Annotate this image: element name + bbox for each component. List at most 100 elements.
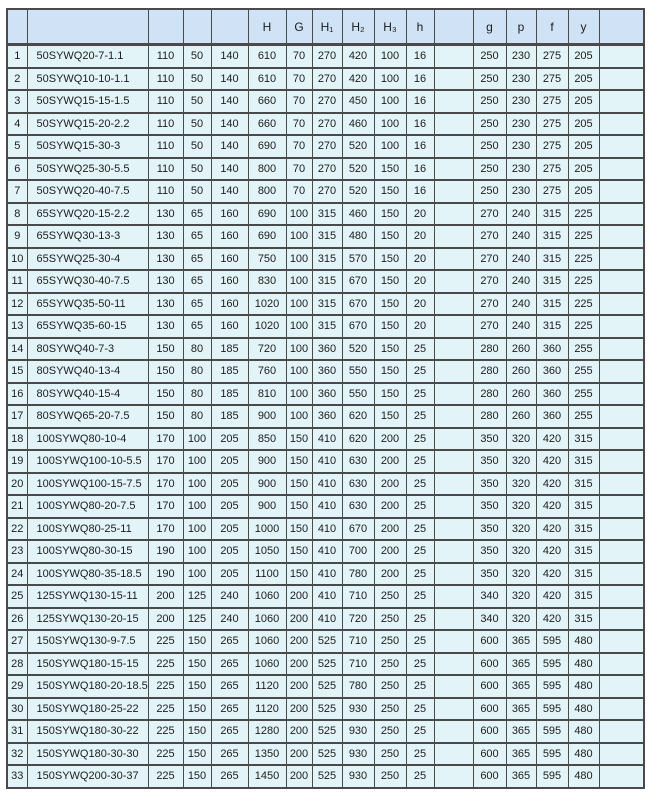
table-cell: 520: [341, 336, 375, 361]
table-cell: 150: [373, 179, 407, 204]
table-cell: 255: [567, 359, 600, 384]
table-cell: 100: [182, 539, 212, 564]
table-cell: [598, 494, 645, 519]
header-row: H G H₁ H₂ H₃ h g p f y: [6, 8, 645, 46]
table-cell: 150: [373, 381, 407, 406]
table-cell: 360: [535, 404, 569, 429]
table-cell: 130: [147, 314, 184, 339]
model-cell: 80SYWQ65-20-7.5: [26, 404, 149, 429]
table-cell: [433, 651, 474, 676]
model-cell: 150SYWQ180-30-22: [26, 719, 149, 744]
table-cell: 25: [405, 359, 435, 384]
model-cell: 80SYWQ40-7-3: [26, 336, 149, 361]
table-row: 28 150SYWQ180-15-15 225 150 265 1060 200 525 710…: [6, 651, 645, 676]
table-cell: 1350: [247, 741, 287, 766]
table-cell: 420: [535, 561, 569, 586]
table-cell: 25: [405, 696, 435, 721]
table-cell: 100: [182, 426, 212, 451]
table-cell: 265: [210, 629, 249, 654]
table-cell: 1280: [247, 719, 287, 744]
table-body: 1 50SYWQ20-7-1.1 110 50 140 610 70 270 420 100 16 2…: [6, 43, 645, 789]
table-cell: 600: [472, 719, 507, 744]
table-cell: 185: [210, 336, 249, 361]
table-cell: 315: [567, 539, 600, 564]
table-cell: 265: [210, 719, 249, 744]
table-cell: 250: [373, 741, 407, 766]
model-cell: 80SYWQ40-13-4: [26, 359, 149, 384]
row-index-cell: 25: [6, 584, 28, 609]
table-cell: 150: [147, 359, 184, 384]
table-cell: 315: [567, 516, 600, 541]
table-cell: 20: [405, 224, 435, 249]
model-cell: 100SYWQ80-35-18.5: [26, 561, 149, 586]
table-cell: 360: [311, 336, 343, 361]
table-cell: 550: [341, 381, 375, 406]
table-cell: 525: [311, 719, 343, 744]
table-cell: 190: [147, 539, 184, 564]
table-cell: 270: [472, 224, 507, 249]
table-cell: 250: [373, 651, 407, 676]
table-cell: 420: [535, 516, 569, 541]
table-cell: 200: [373, 426, 407, 451]
model-cell: 65SYWQ30-13-3: [26, 224, 149, 249]
table-cell: 275: [535, 134, 569, 159]
table-cell: 480: [567, 696, 600, 721]
table-cell: 780: [341, 561, 375, 586]
table-cell: 100: [285, 246, 313, 271]
table-cell: 240: [210, 584, 249, 609]
table-cell: 25: [405, 539, 435, 564]
table-cell: 1060: [247, 651, 287, 676]
table-cell: 200: [373, 516, 407, 541]
table-cell: 420: [535, 494, 569, 519]
table-cell: 150: [373, 156, 407, 181]
table-cell: [433, 43, 474, 69]
table-cell: 25: [405, 629, 435, 654]
table-cell: 205: [210, 561, 249, 586]
table-cell: 150: [147, 381, 184, 406]
column-header-h: H₁: [311, 8, 343, 46]
table-cell: 150: [182, 719, 212, 744]
model-cell: 50SYWQ15-15-1.5: [26, 89, 149, 114]
table-cell: 230: [505, 156, 537, 181]
table-cell: 100: [285, 359, 313, 384]
table-cell: 150: [182, 674, 212, 699]
table-cell: [433, 359, 474, 384]
table-cell: 225: [147, 741, 184, 766]
table-cell: 690: [247, 201, 287, 226]
table-cell: 140: [210, 89, 249, 114]
table-row: 23 100SYWQ80-30-15 190 100 205 1050 150 410 700 2…: [6, 539, 645, 564]
table-cell: 16: [405, 179, 435, 204]
row-index-cell: 4: [6, 111, 28, 136]
column-header-blank: [147, 8, 184, 46]
table-cell: 150: [373, 336, 407, 361]
table-cell: 270: [311, 134, 343, 159]
table-cell: 270: [311, 66, 343, 91]
table-cell: 200: [285, 741, 313, 766]
table-cell: 80: [182, 336, 212, 361]
table-cell: [598, 404, 645, 429]
table-cell: 110: [147, 43, 184, 69]
table-cell: 110: [147, 156, 184, 181]
table-cell: 240: [505, 291, 537, 316]
table-cell: [598, 561, 645, 586]
table-cell: 1450: [247, 764, 287, 789]
table-cell: 350: [472, 561, 507, 586]
table-cell: 710: [341, 651, 375, 676]
table-cell: 205: [567, 179, 600, 204]
table-cell: [433, 561, 474, 586]
table-cell: [598, 43, 645, 69]
table-cell: 525: [311, 629, 343, 654]
table-cell: 80: [182, 359, 212, 384]
table-cell: 200: [285, 651, 313, 676]
table-cell: 570: [341, 246, 375, 271]
table-cell: 350: [472, 449, 507, 474]
table-cell: 315: [567, 449, 600, 474]
table-cell: 150: [285, 516, 313, 541]
table-cell: 340: [472, 606, 507, 631]
table-cell: [433, 629, 474, 654]
table-cell: 850: [247, 426, 287, 451]
table-cell: 360: [535, 359, 569, 384]
table-cell: [433, 719, 474, 744]
table-cell: 205: [210, 449, 249, 474]
table-row: 29 150SYWQ180-20-18.5 225 150 265 1120 200 525 7…: [6, 674, 645, 699]
